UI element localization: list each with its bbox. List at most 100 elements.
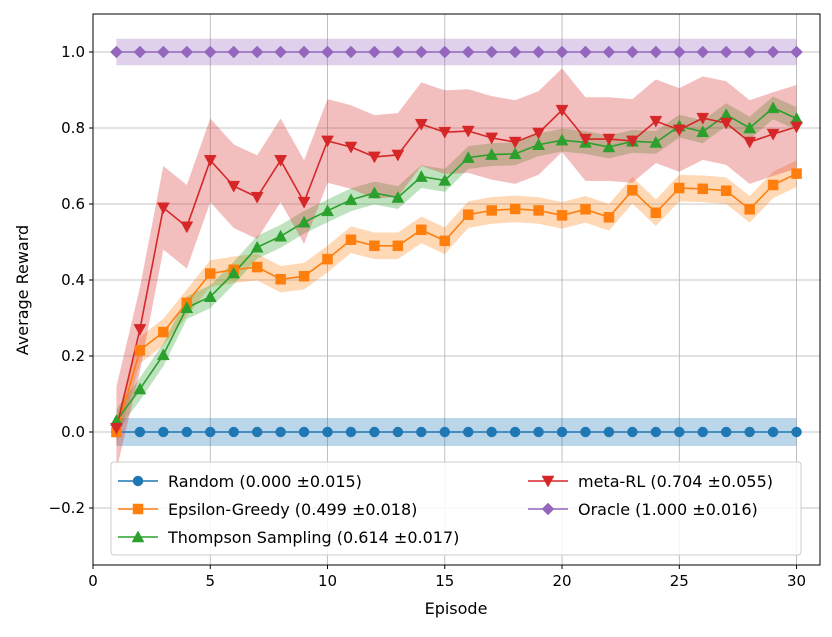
point-series-3 xyxy=(461,125,475,138)
point-series-1 xyxy=(556,210,568,221)
point-series-1 xyxy=(791,168,802,179)
point-series-1 xyxy=(134,345,146,356)
legend-label: Thompson Sampling (0.614 ±0.017) xyxy=(167,528,459,547)
point-series-0 xyxy=(345,426,357,438)
point-series-2 xyxy=(227,266,241,279)
point-series-0 xyxy=(720,426,732,438)
point-series-2 xyxy=(297,215,311,228)
point-series-4 xyxy=(555,45,569,59)
point-series-2 xyxy=(344,193,358,206)
line-series-1 xyxy=(115,172,797,433)
point-series-4 xyxy=(133,45,147,59)
x-tick-label: 20 xyxy=(552,572,571,590)
point-series-4 xyxy=(274,45,287,59)
point-series-2 xyxy=(391,191,405,203)
legend-marker xyxy=(131,530,145,543)
point-series-2 xyxy=(321,204,334,217)
point-series-3 xyxy=(602,133,616,146)
x-tick-label: 30 xyxy=(787,572,806,590)
y-tick-label: 1.0 xyxy=(61,43,85,61)
point-series-4 xyxy=(368,45,381,59)
point-series-2 xyxy=(555,133,569,146)
point-series-2 xyxy=(649,135,663,148)
point-series-0 xyxy=(251,426,263,438)
point-series-0 xyxy=(392,426,404,438)
point-series-0 xyxy=(134,426,146,438)
axis-ticks: 0 5 10 15 20 25 30 −0.2 0.0 0.2 0.4 0.6 0.8 1.0 xyxy=(49,43,807,590)
point-series-3 xyxy=(532,127,546,140)
band-series-3 xyxy=(116,68,797,470)
point-series-3 xyxy=(344,141,358,154)
point-series-3 xyxy=(743,136,757,149)
point-series-0 xyxy=(462,426,474,438)
point-series-0 xyxy=(603,426,615,438)
point-series-4 xyxy=(766,45,780,59)
point-series-0 xyxy=(158,426,169,438)
point-series-3 xyxy=(180,221,194,234)
point-series-0 xyxy=(275,426,286,438)
point-series-2 xyxy=(696,125,710,138)
point-series-3 xyxy=(508,136,522,149)
point-series-4 xyxy=(649,45,663,59)
point-series-3 xyxy=(625,135,639,148)
point-series-2 xyxy=(602,140,616,153)
point-series-0 xyxy=(486,426,497,438)
point-series-1 xyxy=(298,270,310,282)
point-series-0 xyxy=(533,426,544,438)
legend-label: Random (0.000 ±0.015) xyxy=(168,472,362,491)
point-series-2 xyxy=(156,348,170,361)
point-series-1 xyxy=(158,326,169,338)
point-series-1 xyxy=(275,273,286,285)
y-tick-label: 0.8 xyxy=(61,119,85,137)
point-series-4 xyxy=(579,45,592,59)
point-series-0 xyxy=(369,426,380,438)
point-series-3 xyxy=(321,135,334,148)
point-series-3 xyxy=(696,112,710,125)
point-series-1 xyxy=(627,185,638,196)
point-series-3 xyxy=(274,155,288,167)
series-markers xyxy=(110,45,803,438)
legend-marker xyxy=(132,503,144,515)
point-series-1 xyxy=(416,224,427,236)
point-series-4 xyxy=(790,45,803,59)
point-series-3 xyxy=(156,202,170,215)
point-series-0 xyxy=(697,426,708,438)
point-series-4 xyxy=(461,45,475,59)
point-series-2 xyxy=(367,186,381,199)
point-series-4 xyxy=(297,45,311,59)
point-series-4 xyxy=(157,45,170,59)
point-series-4 xyxy=(743,45,756,59)
point-series-3 xyxy=(110,422,123,435)
point-series-1 xyxy=(697,183,708,195)
point-series-4 xyxy=(672,45,686,59)
point-series-0 xyxy=(322,426,333,438)
point-series-4 xyxy=(391,45,405,59)
band-series-2 xyxy=(116,96,797,433)
point-series-0 xyxy=(744,426,755,438)
point-series-3 xyxy=(766,128,780,141)
point-series-3 xyxy=(485,132,499,145)
point-series-4 xyxy=(438,45,452,59)
point-series-3 xyxy=(367,151,381,164)
point-series-3 xyxy=(227,180,241,193)
legend-label: Epsilon-Greedy (0.499 ±0.018) xyxy=(168,500,417,519)
legend-marker xyxy=(132,475,144,487)
point-series-2 xyxy=(485,148,499,160)
y-tick-label: 0.0 xyxy=(61,423,85,441)
point-series-1 xyxy=(533,205,544,216)
point-series-0 xyxy=(580,426,591,438)
point-series-4 xyxy=(696,45,710,59)
point-series-0 xyxy=(439,426,451,438)
point-series-1 xyxy=(392,240,404,252)
point-series-2 xyxy=(133,382,147,395)
point-series-4 xyxy=(485,45,499,59)
confidence-bands xyxy=(116,38,797,470)
point-series-3 xyxy=(133,324,147,336)
y-tick-label: 0.4 xyxy=(61,271,85,289)
point-series-2 xyxy=(461,151,475,163)
point-series-2 xyxy=(203,290,217,302)
x-tick-label: 10 xyxy=(318,572,337,590)
point-series-1 xyxy=(486,205,497,216)
point-series-4 xyxy=(532,45,545,59)
